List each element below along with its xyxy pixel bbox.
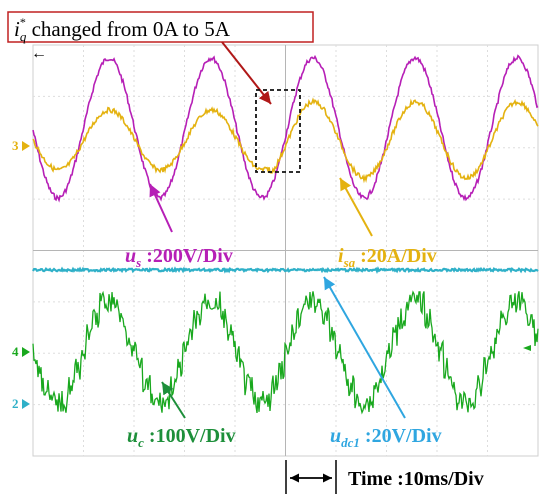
- isa-trace: [32, 97, 539, 184]
- annotation-box: [7, 11, 314, 43]
- isa-scale-label: isa :20A/Div: [338, 245, 437, 270]
- svg-text:3: 3: [12, 138, 19, 153]
- svg-text:4: 4: [12, 344, 19, 359]
- annotation-text: i* q changed from 0A to 5A: [14, 15, 231, 44]
- us-trace: [32, 54, 539, 203]
- us-label-arrow: [149, 183, 173, 233]
- trigger-marker-icon: ←: [31, 45, 47, 62]
- zoom-highlight-box: [255, 89, 301, 173]
- channel-2-marker: 2: [12, 396, 30, 411]
- channel-3-marker: 3: [12, 138, 30, 153]
- channel-4-marker: 4: [12, 344, 30, 359]
- udc1-trace: [32, 266, 539, 275]
- udc1-label-arrow: [323, 276, 406, 419]
- annotation-arrow: [221, 41, 272, 105]
- grid: [33, 45, 538, 456]
- uc-trace: [32, 290, 539, 415]
- us-scale-label: us :200V/Div: [125, 245, 233, 270]
- time-scale-label: Time :10ms/Div: [348, 468, 484, 490]
- svg-text:2: 2: [12, 396, 19, 411]
- time-division-indicator: [285, 460, 337, 494]
- udc1-scale-label: udc1 :20V/Div: [330, 425, 442, 450]
- uc-scale-label: uc :100V/Div: [127, 425, 236, 450]
- ref-arrow-icon: [523, 345, 531, 351]
- isa-label-arrow: [339, 177, 373, 237]
- uc-label-arrow: [161, 381, 186, 419]
